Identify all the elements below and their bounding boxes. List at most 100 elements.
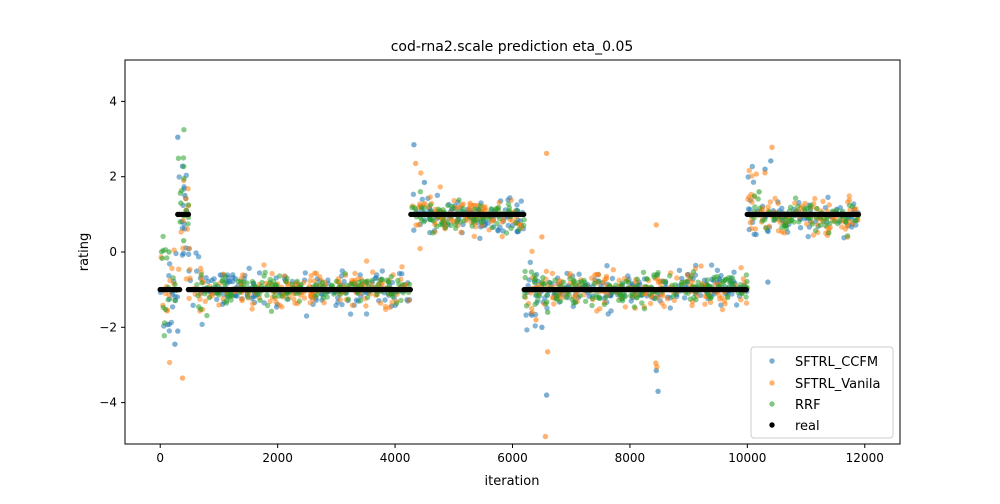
point-sftrl-vanila	[471, 233, 477, 239]
point-rrf	[843, 219, 849, 225]
point-rrf	[388, 274, 394, 280]
point-rrf	[570, 300, 577, 306]
point-rrf	[751, 193, 758, 199]
point-rrf	[199, 280, 205, 286]
point-rrf	[625, 279, 631, 285]
point-real	[743, 286, 749, 293]
point-sftrl-ccfm	[379, 268, 385, 274]
point-rrf	[541, 281, 548, 287]
point-rrf	[809, 221, 815, 227]
point-sftrl-ccfm	[410, 191, 417, 197]
point-rrf	[219, 278, 225, 284]
point-sftrl-vanila	[812, 195, 818, 202]
point-sftrl-vanila	[543, 268, 550, 274]
point-sftrl-vanila	[472, 202, 478, 208]
point-rrf	[178, 200, 184, 206]
point-rrf	[345, 296, 352, 302]
point-rrf	[194, 282, 200, 288]
point-rrf	[691, 294, 697, 301]
point-rrf	[827, 220, 833, 226]
point-rrf	[488, 206, 494, 212]
point-rrf	[679, 282, 685, 288]
point-rrf	[660, 278, 666, 285]
point-sftrl-vanila	[542, 433, 549, 440]
point-sftrl-vanila	[307, 300, 313, 306]
point-rrf	[523, 303, 530, 309]
point-rrf	[177, 190, 183, 196]
point-rrf	[457, 219, 463, 225]
point-sftrl-vanila	[551, 301, 557, 307]
point-rrf	[445, 202, 451, 209]
point-sftrl-vanila	[656, 278, 662, 285]
point-rrf	[759, 218, 766, 224]
point-rrf	[492, 207, 499, 213]
point-sftrl-ccfm	[230, 272, 236, 278]
point-sftrl-vanila	[802, 200, 808, 207]
point-sftrl-vanila	[389, 299, 395, 305]
point-sftrl-ccfm	[195, 254, 202, 260]
point-rrf	[596, 278, 602, 284]
point-sftrl-ccfm	[576, 271, 582, 277]
point-real	[407, 286, 413, 293]
point-sftrl-vanila	[698, 263, 704, 269]
point-rrf	[398, 297, 404, 304]
point-sftrl-ccfm	[185, 251, 192, 257]
point-rrf	[348, 281, 354, 287]
point-rrf	[779, 217, 785, 223]
point-rrf	[477, 203, 483, 209]
point-sftrl-ccfm	[733, 302, 740, 308]
point-rrf	[560, 279, 567, 285]
legend-label-sftrl-vanila: SFTRL_Vanila	[795, 377, 881, 392]
point-sftrl-ccfm	[527, 259, 533, 265]
legend-marker-real	[769, 422, 775, 428]
point-sftrl-ccfm	[768, 158, 774, 164]
point-sftrl-ccfm	[302, 270, 308, 276]
point-rrf	[506, 205, 513, 211]
point-rrf	[314, 291, 320, 298]
point-rrf	[264, 292, 270, 298]
point-sftrl-ccfm	[765, 279, 771, 285]
point-rrf	[601, 301, 608, 308]
point-rrf	[421, 219, 427, 225]
point-sftrl-ccfm	[655, 388, 661, 394]
point-sftrl-ccfm	[731, 269, 737, 275]
point-rrf	[795, 203, 801, 210]
point-rrf	[566, 291, 572, 298]
point-sftrl-vanila	[301, 295, 308, 301]
point-rrf	[164, 255, 170, 261]
point-sftrl-vanila	[508, 197, 514, 203]
point-rrf	[385, 278, 391, 285]
point-sftrl-ccfm	[419, 196, 425, 202]
point-rrf	[647, 291, 653, 297]
point-rrf	[161, 333, 167, 339]
point-sftrl-vanila	[529, 248, 535, 254]
point-sftrl-vanila	[291, 296, 297, 302]
point-rrf	[268, 308, 275, 314]
point-sftrl-vanila	[490, 217, 497, 223]
point-sftrl-vanila	[166, 292, 172, 298]
point-sftrl-vanila	[307, 278, 313, 284]
point-sftrl-vanila	[746, 167, 752, 174]
point-sftrl-vanila	[752, 226, 759, 232]
point-rrf	[283, 278, 289, 285]
point-rrf	[284, 296, 290, 302]
point-rrf	[228, 291, 234, 297]
point-rrf	[690, 269, 697, 275]
point-sftrl-ccfm	[194, 268, 200, 274]
point-sftrl-vanila	[187, 275, 193, 281]
point-rrf	[369, 277, 375, 284]
point-rrf	[503, 230, 510, 236]
point-sftrl-vanila	[312, 270, 318, 276]
point-sftrl-vanila	[664, 296, 671, 302]
point-rrf	[441, 216, 447, 223]
point-real	[176, 286, 183, 293]
point-sftrl-vanila	[466, 205, 473, 212]
point-sftrl-vanila	[370, 269, 376, 275]
point-sftrl-vanila	[422, 200, 428, 207]
point-rrf	[224, 291, 230, 297]
point-rrf	[390, 293, 396, 300]
point-sftrl-vanila	[399, 264, 405, 270]
point-sftrl-vanila	[352, 270, 358, 277]
points-layer	[157, 127, 862, 440]
point-sftrl-ccfm	[604, 263, 610, 269]
